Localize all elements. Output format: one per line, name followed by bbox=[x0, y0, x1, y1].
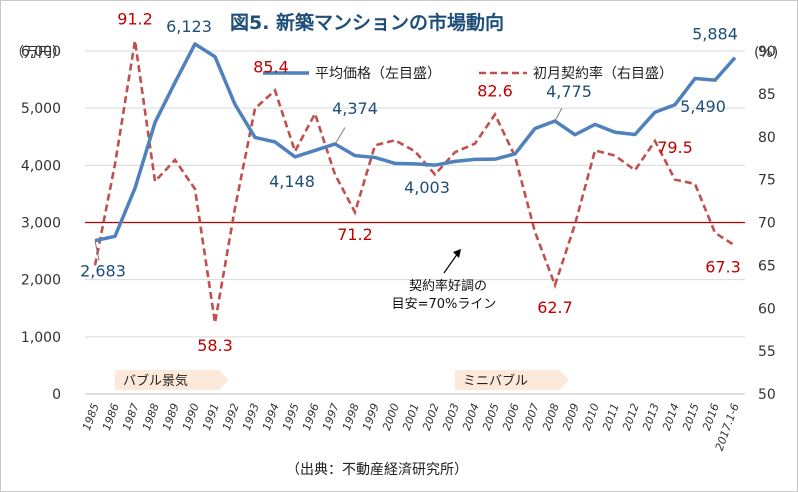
x-tick-label: 2015 bbox=[680, 402, 702, 433]
price-data-label: 4,148 bbox=[269, 172, 315, 191]
rate-data-label: 79.5 bbox=[657, 138, 693, 157]
price-data-label: 6,123 bbox=[166, 17, 212, 36]
rate-data-label: 58.3 bbox=[197, 336, 233, 355]
left-axis-tick-label: 5,000 bbox=[21, 101, 61, 117]
right-axis-unit-label: (%) bbox=[754, 45, 778, 61]
legend-label-average-price: 平均価格（左目盛） bbox=[315, 66, 441, 82]
reference-arrow-head bbox=[453, 249, 461, 258]
right-axis-tick-label: 55 bbox=[758, 344, 776, 360]
left-axis-tick-label: 3,000 bbox=[21, 216, 61, 232]
x-tick-label: 1987 bbox=[120, 402, 142, 433]
reference-arrow bbox=[443, 252, 459, 274]
period-band-label: ミニバブル bbox=[463, 373, 528, 389]
left-axis-tick-label: 4,000 bbox=[21, 158, 61, 174]
period-band bbox=[115, 370, 229, 390]
right-axis-tick-label: 50 bbox=[758, 387, 776, 403]
reference-label-line1: 契約率好調の bbox=[409, 278, 487, 294]
right-axis-tick-label: 85 bbox=[758, 87, 776, 103]
price-data-label: 5,490 bbox=[680, 97, 726, 116]
right-axis-tick-label: 65 bbox=[758, 258, 776, 274]
price-data-label: 4,775 bbox=[546, 82, 592, 101]
rate-data-label: 91.2 bbox=[117, 10, 153, 29]
data-label-leader bbox=[554, 107, 563, 122]
x-tick-label: 2003 bbox=[440, 402, 462, 433]
x-tick-label: 1989 bbox=[160, 402, 182, 433]
x-tick-label: 1997 bbox=[320, 402, 342, 433]
x-tick-label: 1994 bbox=[260, 402, 282, 433]
x-tick-label: 2014 bbox=[660, 402, 682, 433]
left-axis-tick-label: 0 bbox=[52, 387, 61, 403]
rate-data-label: 82.6 bbox=[477, 81, 513, 100]
data-label-leader bbox=[334, 127, 346, 145]
period-band bbox=[455, 370, 569, 390]
right-axis-tick-label: 70 bbox=[758, 216, 776, 232]
x-tick-label: 1991 bbox=[200, 402, 222, 433]
x-tick-label: 2009 bbox=[560, 402, 582, 433]
reference-label-line2: 目安=70%ライン bbox=[392, 297, 497, 312]
series-line-contract-rate bbox=[93, 40, 736, 324]
x-tick-label: 2004 bbox=[460, 402, 482, 433]
x-tick-label: 2006 bbox=[500, 402, 522, 433]
price-data-label: 5,884 bbox=[692, 25, 738, 44]
x-tick-label: 2001 bbox=[400, 402, 422, 433]
right-axis-tick-label: 75 bbox=[758, 173, 776, 189]
x-tick-label: 2005 bbox=[480, 402, 502, 433]
x-tick-label: 2013 bbox=[640, 402, 662, 433]
x-tick-label: 2016 bbox=[700, 402, 722, 433]
right-axis-tick-label: 90 bbox=[758, 44, 776, 60]
chart-title: 図5. 新築マンションの市場動向 bbox=[230, 12, 505, 34]
x-tick-label: 2011 bbox=[600, 402, 622, 433]
x-tick-label: 1999 bbox=[360, 402, 382, 433]
left-axis-tick-label: 6,000 bbox=[21, 44, 61, 60]
right-axis-tick-label: 80 bbox=[758, 130, 776, 146]
data-label-leader bbox=[94, 240, 100, 261]
x-tick-label: 1990 bbox=[180, 402, 202, 433]
x-tick-label: 2002 bbox=[420, 402, 442, 433]
x-tick-label: 1996 bbox=[300, 402, 322, 433]
source-note: （出典：不動産経済研究所） bbox=[286, 462, 468, 478]
series-line-average-price bbox=[94, 42, 737, 243]
price-data-label: 2,683 bbox=[80, 262, 126, 281]
left-axis-tick-label: 2,000 bbox=[21, 273, 61, 289]
price-data-label: 4,374 bbox=[332, 99, 378, 118]
x-tick-label: 1995 bbox=[280, 402, 302, 433]
rate-data-label: 85.4 bbox=[253, 57, 289, 76]
period-band-label: バブル景気 bbox=[123, 373, 188, 389]
price-data-label: 4,003 bbox=[404, 178, 450, 197]
right-axis-tick-label: 60 bbox=[758, 301, 776, 317]
x-tick-label: 2008 bbox=[540, 402, 562, 433]
x-tick-label: 2000 bbox=[380, 402, 402, 433]
rate-data-label: 67.3 bbox=[705, 258, 741, 277]
x-tick-label: 1985 bbox=[80, 402, 102, 433]
left-axis-unit-label: （万円） bbox=[10, 45, 66, 61]
x-tick-label: 1998 bbox=[340, 402, 362, 433]
x-tick-label: 2010 bbox=[580, 402, 602, 433]
x-tick-label: 1988 bbox=[140, 402, 162, 433]
legend-label-contract-rate: 初月契約率（右目盛） bbox=[533, 65, 673, 82]
rate-data-label: 62.7 bbox=[537, 298, 573, 317]
rate-data-label: 71.2 bbox=[337, 225, 373, 244]
x-tick-label: 1992 bbox=[220, 402, 242, 433]
left-axis-tick-label: 1,000 bbox=[21, 330, 61, 346]
x-tick-label: 1993 bbox=[240, 402, 262, 433]
x-tick-label: 2007 bbox=[520, 402, 542, 433]
x-tick-label: 1986 bbox=[100, 402, 122, 433]
x-tick-label: 2012 bbox=[620, 402, 642, 433]
